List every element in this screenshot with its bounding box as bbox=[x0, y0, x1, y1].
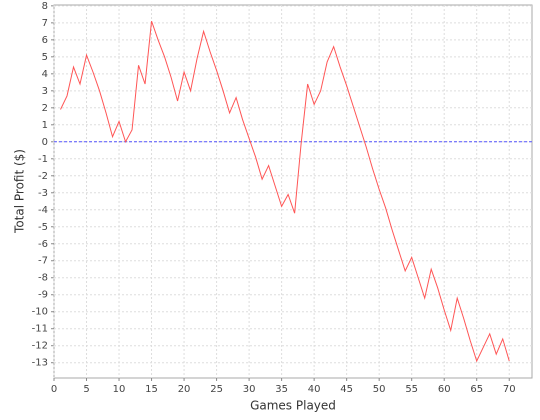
y-tick-label: 5 bbox=[42, 52, 48, 63]
x-tick-label: 20 bbox=[178, 384, 191, 395]
y-tick-label: -2 bbox=[38, 171, 48, 182]
y-tick-label: -6 bbox=[38, 239, 48, 250]
y-tick-label: 7 bbox=[42, 18, 48, 29]
plot-area bbox=[53, 4, 533, 379]
y-tick-label: 8 bbox=[42, 1, 48, 12]
x-tick-label: 65 bbox=[470, 384, 483, 395]
y-tick-label: -12 bbox=[32, 341, 48, 352]
x-tick-label: 45 bbox=[340, 384, 353, 395]
y-tick-label: -5 bbox=[38, 222, 48, 233]
x-tick-label: 50 bbox=[373, 384, 386, 395]
y-tick-label: -10 bbox=[32, 307, 48, 318]
y-tick-label: -4 bbox=[38, 205, 48, 216]
x-axis-title: Games Played bbox=[250, 399, 336, 413]
x-tick-label: 70 bbox=[503, 384, 516, 395]
y-tick-label: 0 bbox=[42, 137, 48, 148]
x-tick-label: 55 bbox=[405, 384, 418, 395]
y-tick-label: 6 bbox=[42, 35, 48, 46]
x-tick-label: 60 bbox=[438, 384, 451, 395]
y-tick-label: -7 bbox=[38, 256, 48, 267]
x-tick-label: 25 bbox=[210, 384, 223, 395]
y-tick-label: -1 bbox=[38, 154, 48, 165]
y-tick-label: -9 bbox=[38, 290, 48, 301]
data-line bbox=[60, 20, 510, 363]
x-tick-label: 10 bbox=[113, 384, 126, 395]
y-tick-label: 2 bbox=[42, 103, 48, 114]
y-tick-label: 3 bbox=[42, 86, 48, 97]
y-axis-title: Total Profit ($) bbox=[13, 149, 27, 234]
x-tick-label: 35 bbox=[275, 384, 288, 395]
x-tick-label: 0 bbox=[51, 384, 57, 395]
y-tick-label: 4 bbox=[42, 69, 48, 80]
y-tick-label: -11 bbox=[32, 324, 48, 335]
x-tick-label: 30 bbox=[243, 384, 256, 395]
x-tick-label: 5 bbox=[83, 384, 89, 395]
x-tick-label: 15 bbox=[145, 384, 158, 395]
y-tick-label: -13 bbox=[32, 358, 48, 369]
y-tick-label: -3 bbox=[38, 188, 48, 199]
y-tick-label: 1 bbox=[42, 120, 48, 131]
x-tick-label: 40 bbox=[308, 384, 321, 395]
y-tick-label: -8 bbox=[38, 273, 48, 284]
